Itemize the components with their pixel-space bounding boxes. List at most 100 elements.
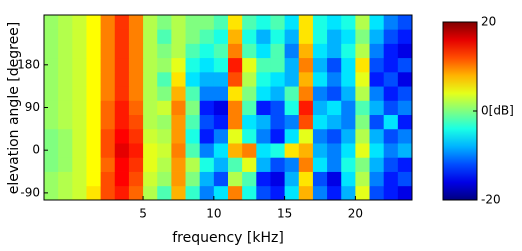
y-tick-label: 180 (17, 57, 40, 71)
heatmap-cell (341, 29, 356, 44)
heatmap-cell (384, 58, 399, 73)
heatmap-cell (270, 58, 285, 73)
heatmap-cell (398, 86, 413, 101)
heatmap-cell (341, 100, 356, 115)
heatmap-cell (327, 58, 342, 73)
heatmap-cell (101, 15, 116, 30)
heatmap-cell (285, 143, 300, 158)
heatmap-cell (285, 157, 300, 172)
heatmap-cell (270, 115, 285, 130)
heatmap-cell (129, 186, 144, 201)
heatmap-cell (370, 29, 385, 44)
heatmap-cell (157, 43, 172, 58)
heatmap-cell (101, 100, 116, 115)
heatmap-cell (285, 29, 300, 44)
heatmap-cell (186, 115, 201, 130)
heatmap-cell (370, 157, 385, 172)
heatmap-cell (285, 86, 300, 101)
heatmap-cell (101, 58, 116, 73)
colorbar (443, 22, 477, 200)
heatmap-cell (327, 86, 342, 101)
heatmap-cell (242, 100, 257, 115)
heatmap-cell (200, 29, 215, 44)
heatmap-cell (157, 86, 172, 101)
heatmap-cell (228, 129, 243, 144)
heatmap-cell (256, 43, 271, 58)
heatmap-cell (370, 143, 385, 158)
heatmap-cell (355, 72, 370, 87)
heatmap-cell (143, 157, 158, 172)
heatmap-cell (72, 129, 87, 144)
heatmap-cell (115, 115, 130, 130)
heatmap-cell (299, 100, 314, 115)
heatmap-cell (270, 100, 285, 115)
heatmap-cell (86, 58, 101, 73)
heatmap-cell (58, 15, 73, 30)
heatmap-cell (270, 157, 285, 172)
heatmap-cell (129, 129, 144, 144)
heatmap-cell (355, 129, 370, 144)
heatmap-cell (228, 143, 243, 158)
heatmap-cell (186, 72, 201, 87)
heatmap-cell (200, 43, 215, 58)
heatmap-cell (200, 58, 215, 73)
heatmap-cell (186, 172, 201, 187)
heatmap-cell (72, 86, 87, 101)
heatmap-cell (256, 157, 271, 172)
heatmap-cell (129, 143, 144, 158)
heatmap-cell (313, 29, 328, 44)
heatmap-cell (86, 100, 101, 115)
heatmap-cell (398, 115, 413, 130)
heatmap-cell (171, 157, 186, 172)
heatmap-cell (299, 172, 314, 187)
heatmap-cell (370, 172, 385, 187)
heatmap-cell (214, 29, 229, 44)
heatmap-cell (214, 72, 229, 87)
x-tick-label: 15 (277, 207, 292, 221)
heatmap-cell (200, 72, 215, 87)
heatmap-cell (327, 186, 342, 201)
heatmap-cell (44, 72, 59, 87)
heatmap-cell (72, 100, 87, 115)
heatmap-cell (355, 115, 370, 130)
heatmap-cell (341, 172, 356, 187)
heatmap-cell (186, 15, 201, 30)
heatmap-cell (285, 58, 300, 73)
heatmap-cell (44, 157, 59, 172)
heatmap-cell (242, 72, 257, 87)
heatmap-cell (242, 15, 257, 30)
heatmap-cell (270, 143, 285, 158)
heatmap-cell (228, 72, 243, 87)
heatmap-cell (285, 15, 300, 30)
heatmap-cell (228, 86, 243, 101)
heatmap-cell (58, 186, 73, 201)
heatmap-cell (115, 15, 130, 30)
heatmap-cell (214, 143, 229, 158)
heatmap-cell (186, 143, 201, 158)
heatmap-cell (327, 100, 342, 115)
heatmap-cell (256, 100, 271, 115)
heatmap-cell (270, 86, 285, 101)
heatmap-cell (355, 186, 370, 201)
heatmap-cell (285, 43, 300, 58)
heatmap-cell (327, 143, 342, 158)
heatmap-cell (115, 58, 130, 73)
heatmap-cell (228, 157, 243, 172)
heatmap-cell (72, 157, 87, 172)
heatmap-cell (101, 86, 116, 101)
heatmap-cell (341, 86, 356, 101)
heatmap-cell (355, 100, 370, 115)
x-tick-label: 5 (139, 207, 147, 221)
x-axis-label: frequency [kHz] (172, 230, 284, 246)
heatmap-cell (44, 29, 59, 44)
heatmap-cell (171, 29, 186, 44)
heatmap-cell (256, 58, 271, 73)
heatmap-cell (299, 143, 314, 158)
heatmap-cell (101, 43, 116, 58)
heatmap-cell (256, 143, 271, 158)
heatmap-cell (58, 72, 73, 87)
heatmap-cell (101, 186, 116, 201)
heatmap-cell (129, 157, 144, 172)
heatmap-cell (327, 43, 342, 58)
heatmap-cell (115, 143, 130, 158)
